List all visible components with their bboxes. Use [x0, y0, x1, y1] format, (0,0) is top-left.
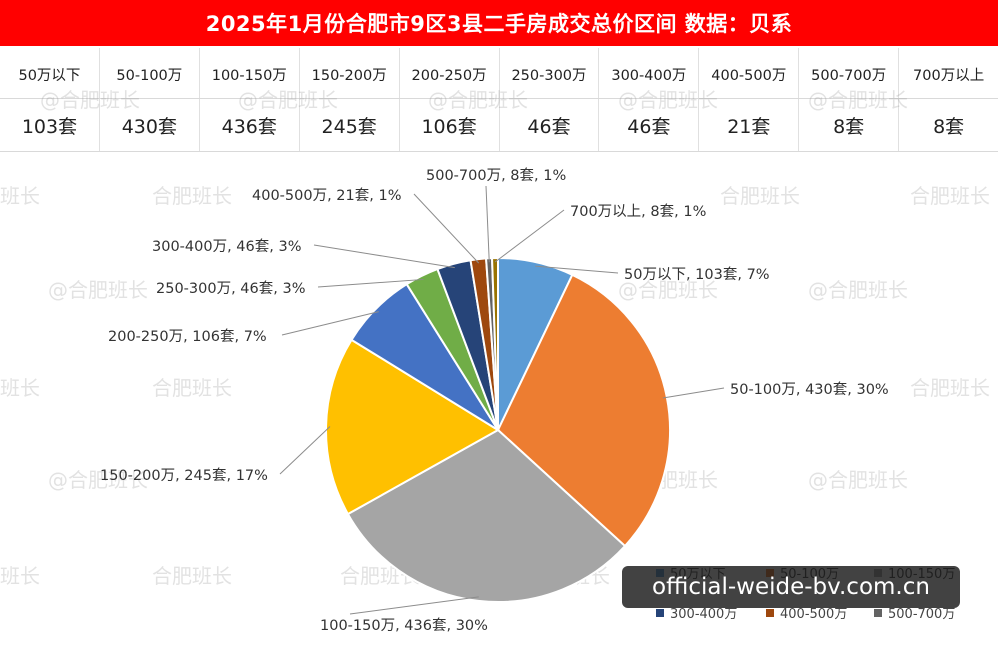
- legend-swatch: [874, 609, 882, 617]
- table-header-cell: 700万以上: [898, 48, 998, 98]
- leader-line: [317, 278, 424, 288]
- watermark-banner-text: official-weide-bv.com.cn: [652, 574, 930, 600]
- table-value-cell: 436套: [198, 99, 299, 151]
- table-header-cell: 400-500万: [698, 48, 798, 98]
- data-label: 50-100万, 430套, 30%: [730, 381, 889, 398]
- table-value-cell: 245套: [298, 99, 399, 151]
- table-header-cell: 50-100万: [98, 48, 199, 98]
- leader-line: [413, 193, 480, 264]
- data-label: 50万以下, 103套, 7%: [624, 266, 770, 283]
- table-header-cell: 500-700万: [798, 48, 898, 98]
- table-value-cell: 106套: [398, 99, 499, 151]
- leader-line: [494, 209, 565, 263]
- leader-line: [535, 265, 619, 274]
- table-header-cell: 100-150万: [198, 48, 299, 98]
- data-label: 250-300万, 46套, 3%: [156, 280, 305, 297]
- legend-label: 400-500万: [780, 607, 847, 622]
- table-value-cell: 8套: [798, 99, 898, 151]
- table-header-cell: 200-250万: [398, 48, 499, 98]
- data-label: 500-700万, 8套, 1%: [426, 167, 566, 184]
- chart-title-bar: 2025年1月份合肥市9区3县二手房成交总价区间 数据：贝系: [0, 0, 998, 46]
- data-label: 300-400万, 46套, 3%: [152, 238, 301, 255]
- leader-line: [279, 426, 331, 475]
- data-label: 400-500万, 21套, 1%: [252, 187, 401, 204]
- table-value-cell: 103套: [21, 115, 78, 138]
- leader-line: [313, 244, 455, 269]
- summary-table: 50万以下 50-100万 100-150万 150-200万 200-250万…: [0, 48, 998, 152]
- legend-label: 500-700万: [888, 607, 955, 622]
- leader-line: [349, 596, 479, 615]
- pie-slice-700万以上: [491, 256, 499, 431]
- table-value-cell: 8套: [898, 99, 998, 151]
- data-label: 700万以上, 8套, 1%: [570, 203, 706, 220]
- table-header-cell: 300-400万: [598, 48, 698, 98]
- data-label: 100-150万, 436套, 30%: [320, 617, 488, 634]
- table-header-cell: 150-200万: [298, 48, 399, 98]
- table-value-row: 103套 430套 436套 245套 106套 46套 46套 21套 8套 …: [0, 98, 998, 152]
- table-value-cell: 21套: [698, 99, 798, 151]
- legend-label: 300-400万: [670, 607, 737, 622]
- data-label: 150-200万, 245套, 17%: [100, 467, 268, 484]
- leader-line: [281, 311, 379, 336]
- table-value-cell: 46套: [598, 99, 698, 151]
- table-value-cell: 430套: [98, 99, 199, 151]
- data-label: 200-250万, 106套, 7%: [108, 328, 267, 345]
- legend-swatch: [766, 609, 774, 617]
- page-title: 2025年1月份合肥市9区3县二手房成交总价区间 数据：贝系: [205, 12, 793, 36]
- table-header-cell: 250-300万: [498, 48, 599, 98]
- table-header-cell: 50万以下: [18, 68, 81, 84]
- legend-swatch: [656, 609, 664, 617]
- leader-line: [485, 185, 490, 263]
- watermark-banner: official-weide-bv.com.cn: [622, 566, 960, 608]
- pie-slice-150-200万: [325, 338, 500, 516]
- table-value-cell: 46套: [498, 99, 599, 151]
- leader-line: [662, 387, 725, 399]
- table-header-row: 50万以下 50-100万 100-150万 150-200万 200-250万…: [0, 48, 998, 98]
- pie-slice-100-150万: [346, 428, 627, 603]
